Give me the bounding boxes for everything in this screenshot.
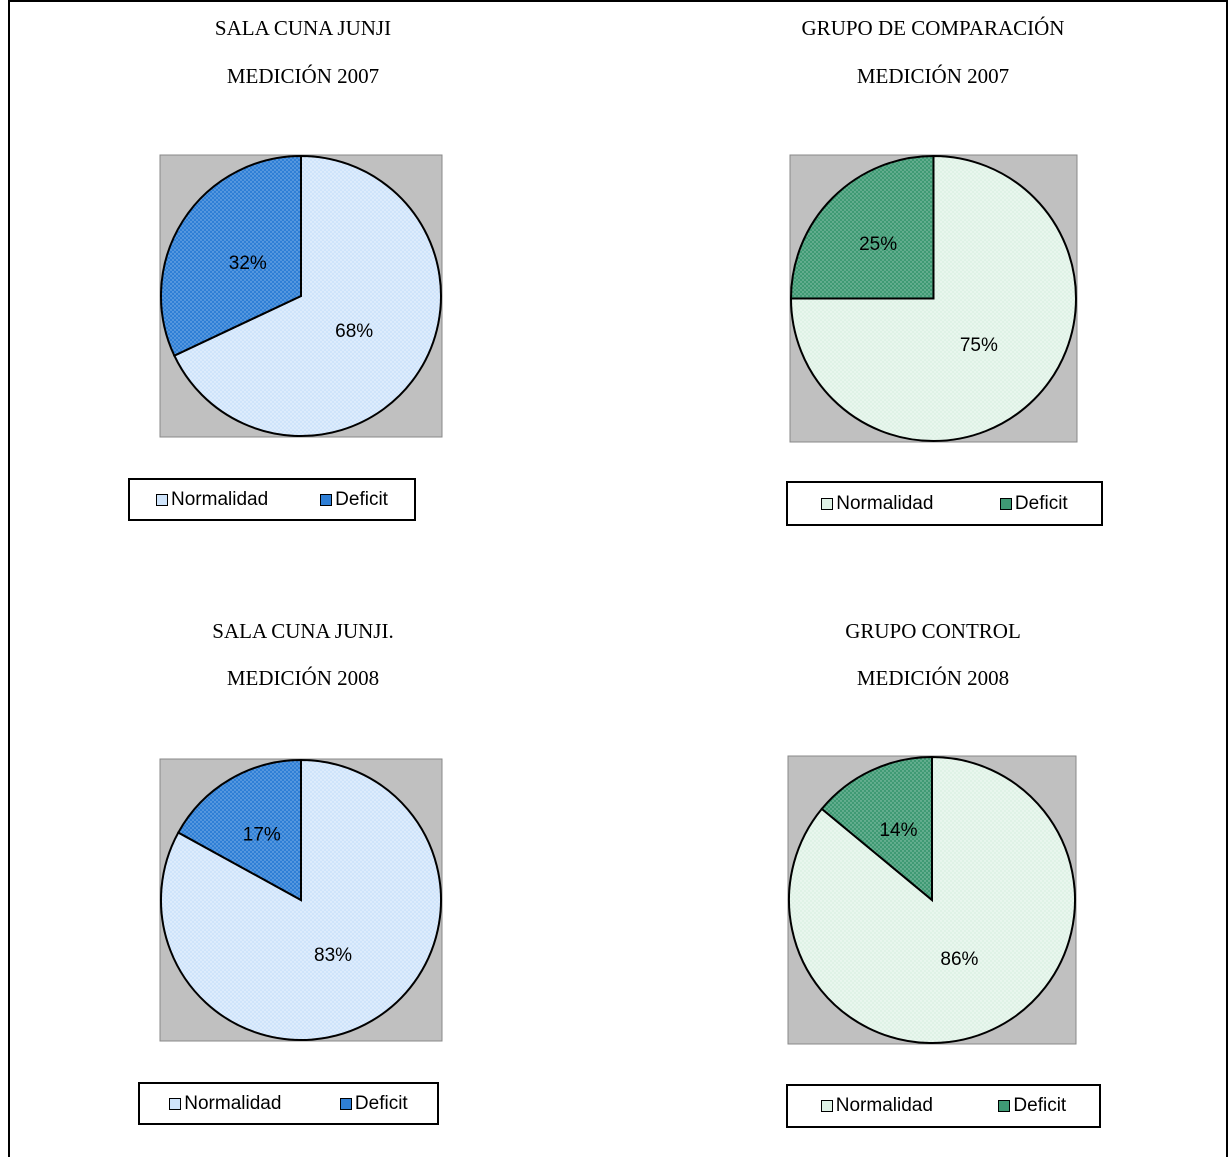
pie-slice-normalidad — [172, 154, 442, 437]
data-label-deficit: 25% — [859, 234, 897, 255]
pie-slice-normalidad — [789, 154, 1077, 442]
legend-label-deficit: Deficit — [1014, 492, 1068, 514]
legend-label-deficit: Deficit — [335, 488, 388, 510]
chart-2-pie: 75% 25% — [789, 154, 1078, 443]
chart-1-legend: Normalidad Deficit — [128, 478, 416, 521]
legend-label-normalidad: Normalidad — [171, 488, 269, 510]
pie-slice-deficit — [789, 154, 935, 300]
legend-entry-deficit: Deficit — [998, 1095, 1066, 1117]
chart-3-title-line-1: SALA CUNA JUNJI. — [212, 619, 394, 643]
chart-4-title-line-1: GRUPO CONTROL — [845, 619, 1021, 643]
legend-swatch-normalidad — [156, 493, 168, 506]
legend-swatch-deficit — [320, 493, 333, 506]
legend-label-normalidad: Normalidad — [836, 492, 934, 514]
legend-swatch-normalidad — [169, 1097, 182, 1110]
legend-label-deficit: Deficit — [1013, 1095, 1067, 1116]
legend-entry-deficit: Deficit — [320, 489, 388, 511]
legend-swatch-normalidad — [820, 1100, 833, 1112]
legend-swatch-normalidad — [821, 497, 834, 510]
chart-4-legend: Normalidad Deficit — [786, 1084, 1101, 1128]
legend-swatch-deficit — [339, 1097, 352, 1110]
data-label-normalidad: 83% — [314, 945, 352, 966]
legend-entry-deficit: Deficit — [999, 492, 1068, 515]
chart-4-pie: 86% 14% — [787, 755, 1077, 1045]
pie-slice-normalidad — [788, 755, 1076, 1044]
data-label-deficit: 32% — [229, 253, 267, 274]
legend-label-normalidad: Normalidad — [835, 1095, 933, 1116]
data-label-deficit: 14% — [879, 820, 917, 841]
data-label-normalidad: 86% — [940, 949, 978, 970]
legend-entry-normalidad: Normalidad — [821, 493, 933, 515]
chart-3-pie: 83% 17% — [159, 758, 443, 1042]
pie-slice-deficit — [820, 755, 933, 903]
legend-label-normalidad: Normalidad — [184, 1092, 282, 1114]
chart-3-legend: Normalidad Deficit — [138, 1082, 439, 1125]
legend-entry-deficit: Deficit — [339, 1092, 408, 1115]
legend-entry-normalidad: Normalidad — [820, 1095, 933, 1117]
pie-slice-deficit — [176, 758, 302, 902]
chart-2-title-line-1: GRUPO DE COMPARACIÓN — [801, 16, 1065, 40]
pie-slice-deficit — [160, 154, 302, 357]
data-label-normalidad: 68% — [335, 321, 373, 342]
chart-1-title-line-1: SALA CUNA JUNJI — [214, 16, 392, 40]
legend-swatch-deficit — [999, 497, 1012, 510]
legend-label-deficit: Deficit — [354, 1092, 408, 1114]
legend-swatch-deficit — [998, 1100, 1011, 1112]
chart-2-title-line-2: MEDICIÓN 2007 — [856, 64, 1010, 88]
chart-3-title-line-2: MEDICIÓN 2008 — [226, 666, 380, 690]
data-label-normalidad: 75% — [960, 335, 998, 356]
chart-1-title-line-2: MEDICIÓN 2007 — [226, 64, 380, 88]
legend-entry-normalidad: Normalidad — [156, 489, 268, 511]
legend-entry-normalidad: Normalidad — [169, 1093, 281, 1115]
page-frame — [8, 0, 1228, 1157]
chart-4-title-line-2: MEDICIÓN 2008 — [856, 666, 1010, 690]
chart-1-pie: 68% 32% — [159, 154, 443, 438]
chart-2-legend: Normalidad Deficit — [786, 481, 1103, 526]
data-label-deficit: 17% — [243, 825, 281, 846]
